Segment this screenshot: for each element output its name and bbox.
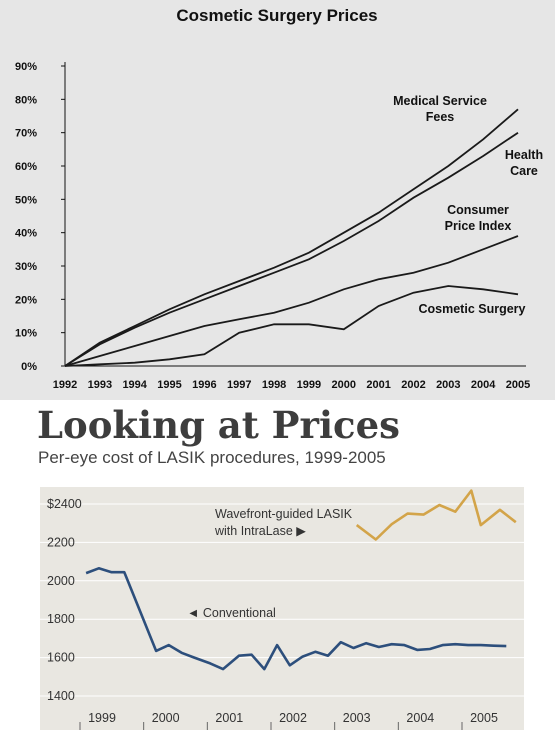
x-tick-label: 1999 xyxy=(297,379,321,391)
series-line xyxy=(64,235,519,367)
y-tick-label: 2000 xyxy=(47,574,75,588)
chart-title: Cosmetic Surgery Prices xyxy=(176,6,377,25)
y-tick-label: 1800 xyxy=(47,612,75,626)
x-tick-label: 2001 xyxy=(366,379,390,391)
series-label: Health xyxy=(505,148,543,162)
x-tick-label: 1994 xyxy=(122,379,147,391)
y-tick-label: 60% xyxy=(15,161,37,173)
chart-subtitle: Per-eye cost of LASIK procedures, 1999-2… xyxy=(38,448,386,467)
series-label: ◄ Conventional xyxy=(187,606,276,620)
x-tick-label: 1997 xyxy=(227,379,251,391)
y-tick-label: 80% xyxy=(15,94,37,106)
x-tick-label: 2004 xyxy=(406,711,434,725)
y-tick-label: 10% xyxy=(15,328,37,340)
chart-title: Looking at Prices xyxy=(37,403,400,447)
series-line xyxy=(355,489,517,541)
series-label: Medical Service xyxy=(393,94,487,108)
x-tick-label: 1998 xyxy=(262,379,286,391)
series-label: Cosmetic Surgery xyxy=(419,302,526,316)
series-label: with IntraLase ▶ xyxy=(214,524,306,538)
series-label: Price Index xyxy=(445,219,512,233)
x-tick-label: 2000 xyxy=(152,711,180,725)
x-tick-label: 2002 xyxy=(401,379,425,391)
series-line xyxy=(64,285,519,367)
series-label: Wavefront-guided LASIK xyxy=(215,507,353,521)
x-tick-label: 2000 xyxy=(332,379,356,391)
x-tick-label: 2004 xyxy=(471,379,496,391)
x-tick-label: 1992 xyxy=(53,379,77,391)
y-tick-label: 90% xyxy=(15,61,37,73)
x-tick-label: 2005 xyxy=(470,711,498,725)
x-tick-label: 2001 xyxy=(215,711,243,725)
x-tick-label: 2003 xyxy=(343,711,371,725)
x-tick-label: 1993 xyxy=(88,379,112,391)
series-label: Consumer xyxy=(447,203,509,217)
x-tick-label: 2002 xyxy=(279,711,307,725)
y-tick-label: $2400 xyxy=(47,497,82,511)
y-tick-label: 40% xyxy=(15,228,37,240)
y-tick-label: 50% xyxy=(15,194,37,206)
y-tick-label: 30% xyxy=(15,261,37,273)
y-tick-label: 2200 xyxy=(47,535,75,549)
x-tick-label: 1995 xyxy=(157,379,181,391)
series-label: Fees xyxy=(426,110,455,124)
series-label: Care xyxy=(510,164,538,178)
x-tick-label: 1999 xyxy=(88,711,116,725)
series-line xyxy=(64,108,519,367)
y-tick-label: 0% xyxy=(21,361,37,373)
lasik-prices-chart: Looking at Prices Per-eye cost of LASIK p… xyxy=(0,400,555,741)
y-tick-label: 1600 xyxy=(47,651,75,665)
cosmetic-surgery-chart-svg: Cosmetic Surgery Prices 0% 10% 20% 30% 40% 50%… xyxy=(15,6,543,391)
y-tick-label: 20% xyxy=(15,294,37,306)
y-tick-label: 1400 xyxy=(47,689,75,703)
cosmetic-surgery-chart: Cosmetic Surgery Prices 0% 10% 20% 30% 40% 50%… xyxy=(0,0,555,400)
x-tick-label: 2005 xyxy=(506,379,530,391)
plot-area xyxy=(40,487,524,730)
series-line xyxy=(85,567,507,671)
x-tick-label: 1996 xyxy=(192,379,216,391)
x-tick-label: 2003 xyxy=(436,379,460,391)
series-line xyxy=(64,131,519,367)
y-tick-label: 70% xyxy=(15,128,37,140)
